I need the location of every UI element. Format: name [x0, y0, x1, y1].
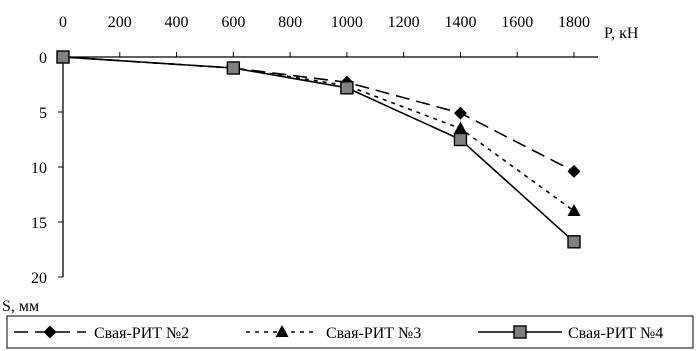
legend-marker-3: [513, 325, 527, 339]
y-tick-label: 15: [31, 215, 47, 232]
series-3-point: [567, 235, 581, 249]
series-1-point: [453, 106, 467, 120]
x-axis-label: P, кН: [604, 25, 639, 42]
series-line-2: [62, 56, 575, 212]
x-tick-label: 0: [59, 14, 67, 31]
legend: Свая-РИТ №2 Свая-РИТ №3 Свая-РИТ №4: [6, 315, 694, 349]
legend-marker-1: [43, 325, 57, 339]
y-tick-label: 20: [31, 270, 47, 287]
x-tick-label: 800: [278, 14, 302, 31]
series-3-point: [340, 81, 354, 95]
series-1-point: [567, 164, 581, 178]
x-tick-label: 600: [221, 14, 245, 31]
legend-label-2: Свая-РИТ №3: [326, 325, 421, 342]
axes: [58, 52, 598, 278]
y-tick-label: 5: [39, 105, 47, 122]
x-tick-label: 400: [165, 14, 189, 31]
y-tick-labels: 0 5 10 15 20: [31, 50, 47, 287]
series-line-1: [62, 56, 575, 173]
series-2-point: [567, 204, 581, 216]
x-tick-label: 1400: [444, 14, 476, 31]
x-tick-labels: 0 200 400 600 800 1000 1200 1400 1600 1800: [59, 14, 590, 31]
x-tick-label: 1200: [388, 14, 420, 31]
series-3-point: [453, 132, 468, 147]
series-3-point: [56, 50, 70, 64]
y-tick-label: 0: [39, 50, 47, 67]
y-axis-label: S, мм: [2, 298, 39, 315]
series-2-point: [453, 121, 467, 134]
legend-marker-2: [275, 325, 289, 337]
x-tick-label: 1000: [331, 14, 363, 31]
series-3-point: [226, 61, 241, 75]
x-tick-label: 200: [108, 14, 132, 31]
y-tick-label: 10: [31, 160, 47, 177]
legend-box: [6, 315, 694, 349]
legend-label-1: Свая-РИТ №2: [94, 325, 189, 342]
legend-label-3: Свая-РИТ №4: [568, 325, 663, 342]
series-group: [56, 50, 581, 249]
x-tick-label: 1800: [558, 14, 590, 31]
series-line-3: [62, 56, 575, 243]
x-tick-label: 1600: [501, 14, 533, 31]
